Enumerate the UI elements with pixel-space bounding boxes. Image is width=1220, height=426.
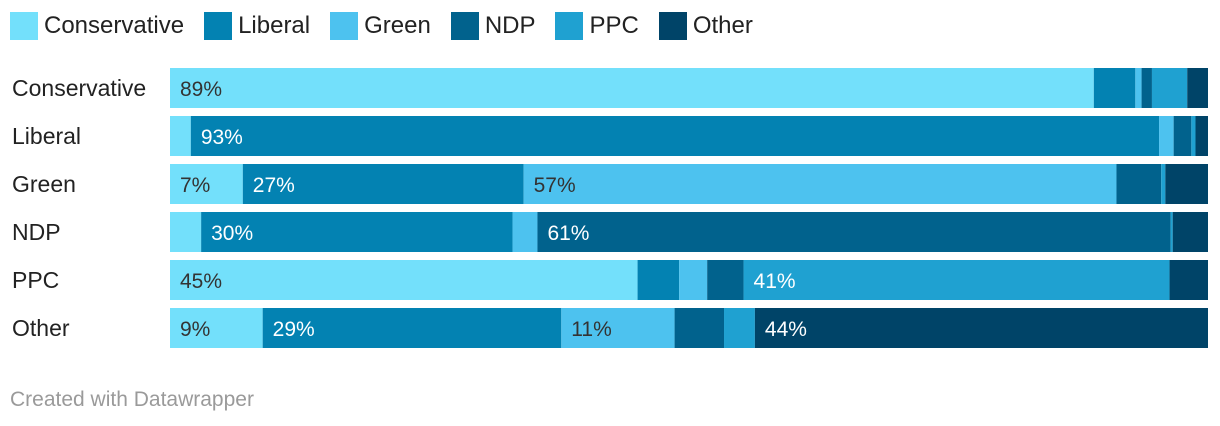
bar-segment-green [523,164,1117,204]
chart-legend: Conservative Liberal Green NDP PPC Other [10,8,773,44]
legend-item-green: Green [330,12,431,40]
bar-segment-other [1172,212,1208,252]
bar-segment-conservative [170,164,243,204]
stacked-bar-chart: Conservative 89% Liberal 93% Green 7% 27% 57% ND… [12,68,1208,348]
bar-segment-liberal [1093,68,1136,108]
row-label: Green [12,171,76,197]
bar-row-other: Other 9% 29% 11% 44% [12,308,1208,348]
bar-row-ndp: NDP 30% 61% [12,212,1208,252]
bar-segment-ndp [1116,164,1162,204]
data-label: 7% [180,174,210,197]
row-label: PPC [12,267,59,293]
data-label: 30% [211,222,253,245]
bar-segment-conservative [170,116,191,156]
legend-label: Other [692,12,753,39]
bar-segment-ndp [537,212,1171,252]
bar-segment-liberal [190,116,1160,156]
row-label: Liberal [12,123,81,149]
bar-segment-ppc [724,308,755,348]
bar-segment-ndp [1173,116,1192,156]
bar-segment-ppc [1170,212,1173,252]
data-label: 41% [754,270,796,293]
bar-segment-liberal [637,260,680,300]
bar-segment-green [679,260,708,300]
bar-segment-liberal [242,164,524,204]
data-label: 57% [534,174,576,197]
bar-segment-green [1159,116,1174,156]
legend-item-ppc: PPC [555,12,639,40]
bar-segment-ppc [743,260,1170,300]
bar-segment-liberal [262,308,562,348]
data-label: 61% [547,222,589,245]
bar-segment-conservative [170,308,263,348]
bar-row-ppc: PPC 45% 41% [12,260,1208,300]
legend-label: Green [364,12,431,39]
bar-segment-ndp [707,260,744,300]
bar-segment-other [754,308,1208,348]
chart-credit: Created with Datawrapper [10,388,254,411]
bar-row-conservative: Conservative 89% [12,68,1208,108]
bar-segment-green [1135,68,1142,108]
data-label: 9% [180,318,210,341]
legend-label: PPC [589,12,639,39]
bar-segment-green [561,308,675,348]
bar-row-green: Green 7% 27% 57% [12,164,1208,204]
bar-segment-ppc [1161,164,1166,204]
bar-row-liberal: Liberal 93% [12,116,1208,156]
data-label: 29% [273,318,315,341]
legend-item-ndp: NDP [450,12,536,40]
bar-segment-green [512,212,538,252]
bar-segment-other [1165,164,1208,204]
bar-segment-ndp [1141,68,1152,108]
row-label: NDP [12,219,61,245]
legend-swatch [330,12,359,40]
legend-item-liberal: Liberal [204,12,310,40]
bar-segment-ppc [1191,116,1196,156]
legend-swatch [10,12,38,40]
legend-swatch [204,12,233,40]
data-label: 89% [180,78,222,101]
legend-label: NDP [484,12,536,39]
bar-segment-other [1195,116,1208,156]
bar-segment-ndp [674,308,725,348]
data-label: 27% [253,174,295,197]
data-label: 44% [765,318,807,341]
data-label: 45% [180,270,222,293]
row-label: Conservative [12,75,146,101]
bar-segment-other [1187,68,1208,108]
legend-swatch [658,12,687,40]
bar-segment-other [1169,260,1208,300]
bar-segment-conservative [170,68,1094,108]
legend-swatch [450,12,479,40]
bar-segment-conservative [170,212,202,252]
row-label: Other [12,315,70,341]
legend-item-other: Other [658,12,753,40]
data-label: 93% [201,126,243,149]
legend-swatch [555,12,584,40]
bar-segment-ppc [1151,68,1188,108]
legend-label: Conservative [44,12,185,39]
legend-label: Liberal [238,12,311,39]
data-label: 11% [571,318,611,341]
bar-segment-liberal [201,212,513,252]
bar-segment-conservative [170,260,638,300]
legend-item-conservative: Conservative [10,12,184,40]
